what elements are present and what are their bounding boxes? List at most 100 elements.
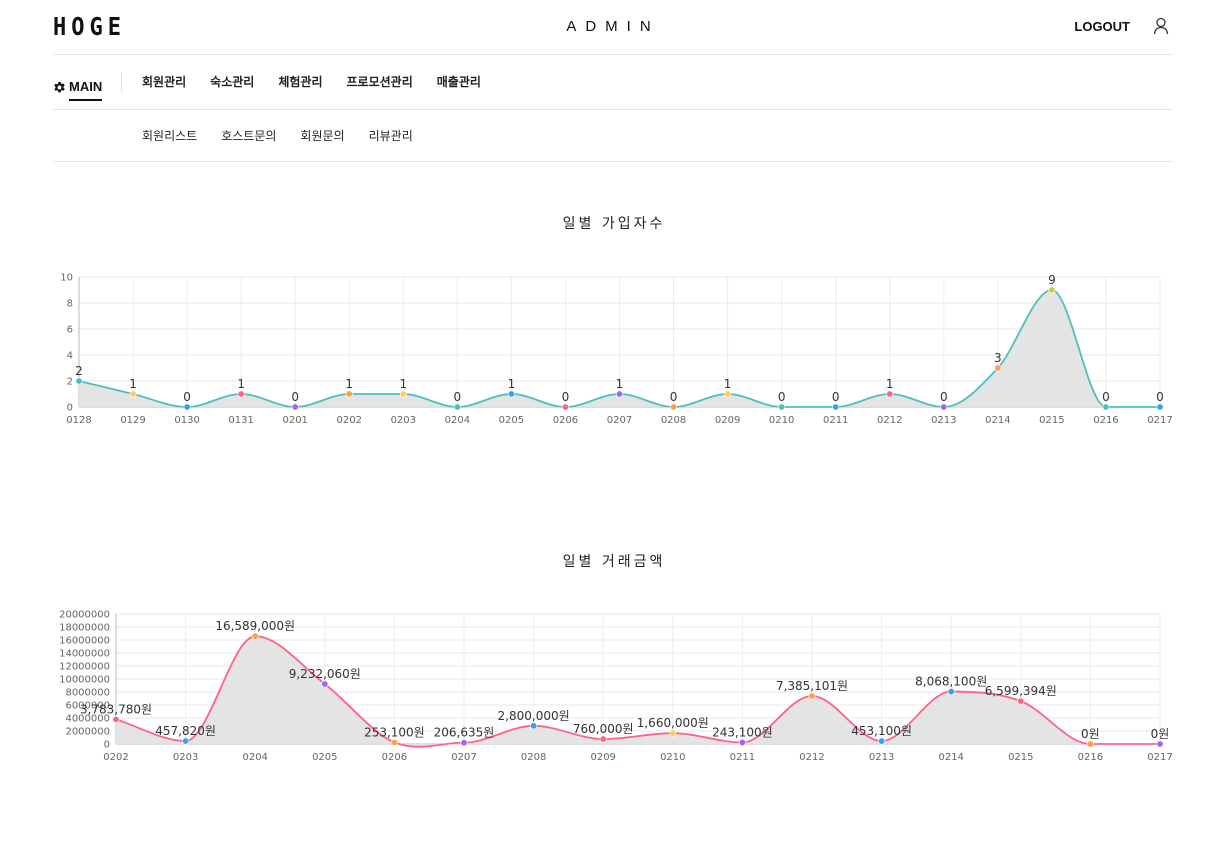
data-label: 3,783,780원 bbox=[80, 702, 152, 716]
data-label: 0원 bbox=[1151, 727, 1170, 741]
data-point[interactable] bbox=[345, 390, 353, 398]
x-tick-label: 0206 bbox=[553, 415, 578, 426]
nav-main-tab[interactable]: MAIN bbox=[53, 74, 103, 101]
x-tick-label: 0210 bbox=[769, 415, 794, 426]
nav-item-experience[interactable]: 체험관리 bbox=[278, 75, 323, 89]
data-point[interactable] bbox=[399, 390, 407, 398]
data-point[interactable] bbox=[778, 403, 786, 411]
data-point[interactable] bbox=[1048, 286, 1056, 294]
data-label: 8,068,100원 bbox=[915, 675, 987, 689]
logo[interactable]: HOGE bbox=[53, 13, 126, 42]
data-point[interactable] bbox=[940, 403, 948, 411]
x-tick-label: 0209 bbox=[715, 415, 740, 426]
y-tick-label: 12000000 bbox=[59, 662, 110, 673]
data-point[interactable] bbox=[724, 390, 732, 398]
x-tick-label: 0215 bbox=[1039, 415, 1064, 426]
data-point[interactable] bbox=[832, 403, 840, 411]
nav-item-promotion[interactable]: 프로모션관리 bbox=[346, 75, 413, 89]
data-point[interactable] bbox=[321, 680, 329, 688]
x-tick-label: 0212 bbox=[877, 415, 902, 426]
data-label: 206,635원 bbox=[434, 726, 495, 740]
data-point[interactable] bbox=[878, 737, 886, 745]
data-label: 0 bbox=[1156, 390, 1164, 404]
subnav-item-host-inquiry[interactable]: 호스트문의 bbox=[221, 129, 277, 143]
data-label: 9,232,060원 bbox=[289, 667, 361, 681]
subnav-item-member-list[interactable]: 회원리스트 bbox=[142, 129, 198, 143]
data-point[interactable] bbox=[530, 722, 538, 730]
data-point[interactable] bbox=[390, 738, 398, 746]
logout-button[interactable]: LOGOUT bbox=[1074, 19, 1130, 34]
data-point[interactable] bbox=[1156, 403, 1164, 411]
data-point[interactable] bbox=[129, 390, 137, 398]
data-point[interactable] bbox=[251, 632, 259, 640]
data-point[interactable] bbox=[808, 692, 816, 700]
main-nav: MAIN 회원관리 숙소관리 체험관리 프로모션관리 매출관리 bbox=[53, 55, 1173, 110]
data-point[interactable] bbox=[237, 390, 245, 398]
user-icon[interactable] bbox=[1153, 17, 1169, 35]
subnav-item-member-inquiry[interactable]: 회원문의 bbox=[300, 129, 345, 143]
data-point[interactable] bbox=[182, 737, 190, 745]
x-tick-label: 0207 bbox=[607, 415, 632, 426]
data-point[interactable] bbox=[994, 364, 1002, 372]
x-tick-label: 0208 bbox=[661, 415, 686, 426]
data-label: 2 bbox=[75, 364, 83, 378]
nav-items: 회원관리 숙소관리 체험관리 프로모션관리 매출관리 bbox=[142, 73, 505, 90]
x-tick-label: 0205 bbox=[312, 752, 337, 763]
nav-item-lodging[interactable]: 숙소관리 bbox=[210, 75, 255, 89]
data-point[interactable] bbox=[112, 715, 120, 723]
x-tick-label: 0202 bbox=[103, 752, 128, 763]
x-tick-label: 0207 bbox=[451, 752, 476, 763]
subnav-item-review-management[interactable]: 리뷰관리 bbox=[368, 129, 413, 143]
x-tick-label: 0216 bbox=[1093, 415, 1118, 426]
x-tick-label: 0215 bbox=[1008, 752, 1033, 763]
nav-item-sales[interactable]: 매출관리 bbox=[436, 75, 481, 89]
data-label: 0 bbox=[940, 390, 948, 404]
y-tick-label: 20000000 bbox=[59, 610, 110, 621]
sub-nav: 회원리스트 호스트문의 회원문의 리뷰관리 bbox=[53, 110, 1173, 162]
data-label: 7,385,101원 bbox=[776, 679, 848, 693]
data-label: 1 bbox=[399, 377, 407, 391]
data-point[interactable] bbox=[599, 735, 607, 743]
y-tick-label: 4 bbox=[67, 351, 73, 362]
data-point[interactable] bbox=[1017, 697, 1025, 705]
data-point[interactable] bbox=[886, 390, 894, 398]
data-label: 3 bbox=[994, 351, 1002, 365]
y-tick-label: 0 bbox=[104, 740, 110, 751]
data-point[interactable] bbox=[1102, 403, 1110, 411]
signup-chart-title: 일별 가입자수 bbox=[562, 216, 666, 232]
y-tick-label: 16000000 bbox=[59, 636, 110, 647]
data-point[interactable] bbox=[561, 403, 569, 411]
y-tick-label: 8 bbox=[67, 299, 73, 310]
data-label: 16,589,000원 bbox=[215, 619, 295, 633]
y-tick-label: 2000000 bbox=[65, 727, 110, 738]
data-point[interactable] bbox=[947, 688, 955, 696]
series-area bbox=[116, 636, 1160, 747]
data-point[interactable] bbox=[291, 403, 299, 411]
data-point[interactable] bbox=[615, 390, 623, 398]
y-tick-label: 4000000 bbox=[65, 714, 110, 725]
data-point[interactable] bbox=[507, 390, 515, 398]
data-point[interactable] bbox=[453, 403, 461, 411]
data-label: 1 bbox=[129, 377, 137, 391]
data-label: 1 bbox=[886, 377, 894, 391]
data-point[interactable] bbox=[738, 738, 746, 746]
x-tick-label: 0204 bbox=[242, 752, 267, 763]
data-point[interactable] bbox=[670, 403, 678, 411]
data-point[interactable] bbox=[1156, 740, 1164, 748]
y-tick-label: 2 bbox=[67, 377, 73, 388]
y-tick-label: 6000000 bbox=[65, 701, 110, 712]
y-tick-label: 0 bbox=[67, 403, 73, 414]
data-point[interactable] bbox=[460, 739, 468, 747]
data-label: 760,000원 bbox=[573, 722, 634, 736]
data-point[interactable] bbox=[669, 729, 677, 737]
data-point[interactable] bbox=[183, 403, 191, 411]
data-label: 457,820원 bbox=[155, 724, 216, 738]
sub-nav-items: 회원리스트 호스트문의 회원문의 리뷰관리 bbox=[142, 127, 437, 144]
x-tick-label: 0216 bbox=[1078, 752, 1103, 763]
series-line bbox=[115, 635, 1160, 748]
y-tick-label: 10000000 bbox=[59, 675, 110, 686]
data-point[interactable] bbox=[1086, 740, 1094, 748]
nav-item-members[interactable]: 회원관리 bbox=[142, 75, 187, 89]
data-point[interactable] bbox=[75, 377, 83, 385]
